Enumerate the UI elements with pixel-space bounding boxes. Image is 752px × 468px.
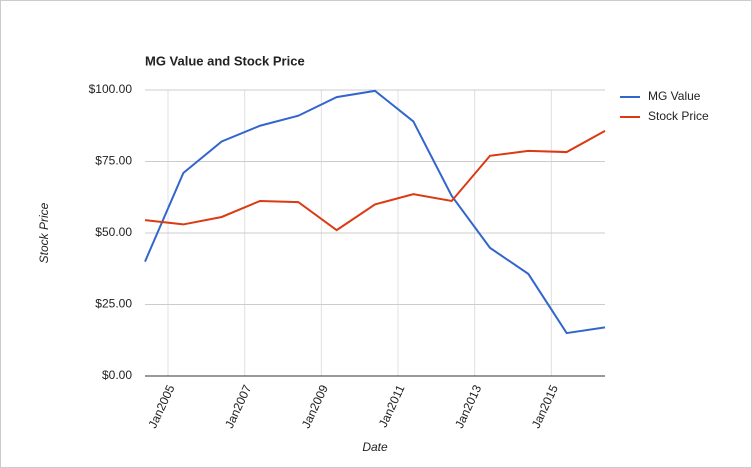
- y-tick-label: $50.00: [95, 225, 132, 239]
- y-tick-label: $100.00: [89, 82, 133, 96]
- y-tick-label: $0.00: [102, 368, 132, 382]
- chart-title: MG Value and Stock Price: [145, 53, 305, 68]
- y-tick-label: $25.00: [95, 297, 132, 311]
- y-axis-label: Stock Price: [37, 202, 51, 263]
- legend-label: Stock Price: [648, 109, 709, 123]
- legend-label: MG Value: [648, 89, 701, 103]
- line-series: [144, 130, 606, 232]
- line-series: [144, 89, 606, 335]
- y-tick-label: $75.00: [95, 154, 132, 168]
- x-axis-label: Date: [362, 440, 388, 454]
